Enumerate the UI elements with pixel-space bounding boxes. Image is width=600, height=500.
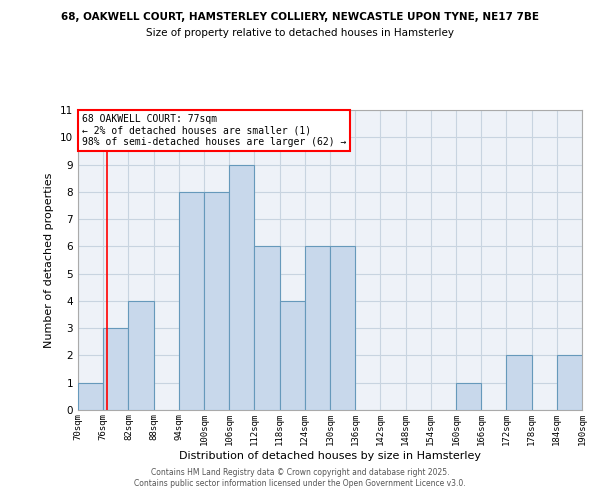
Bar — [280, 301, 305, 410]
Bar — [456, 382, 481, 410]
Text: Contains HM Land Registry data © Crown copyright and database right 2025.
Contai: Contains HM Land Registry data © Crown c… — [134, 468, 466, 487]
Bar — [557, 356, 582, 410]
Bar — [506, 356, 532, 410]
Bar — [103, 328, 128, 410]
Text: 68 OAKWELL COURT: 77sqm
← 2% of detached houses are smaller (1)
98% of semi-deta: 68 OAKWELL COURT: 77sqm ← 2% of detached… — [82, 114, 347, 148]
Text: Size of property relative to detached houses in Hamsterley: Size of property relative to detached ho… — [146, 28, 454, 38]
Y-axis label: Number of detached properties: Number of detached properties — [44, 172, 55, 348]
Bar — [305, 246, 330, 410]
Bar — [330, 246, 355, 410]
Bar — [254, 246, 280, 410]
Bar — [204, 192, 229, 410]
Bar — [229, 164, 254, 410]
X-axis label: Distribution of detached houses by size in Hamsterley: Distribution of detached houses by size … — [179, 450, 481, 460]
Bar — [128, 301, 154, 410]
Bar — [179, 192, 204, 410]
Bar — [78, 382, 103, 410]
Text: 68, OAKWELL COURT, HAMSTERLEY COLLIERY, NEWCASTLE UPON TYNE, NE17 7BE: 68, OAKWELL COURT, HAMSTERLEY COLLIERY, … — [61, 12, 539, 22]
